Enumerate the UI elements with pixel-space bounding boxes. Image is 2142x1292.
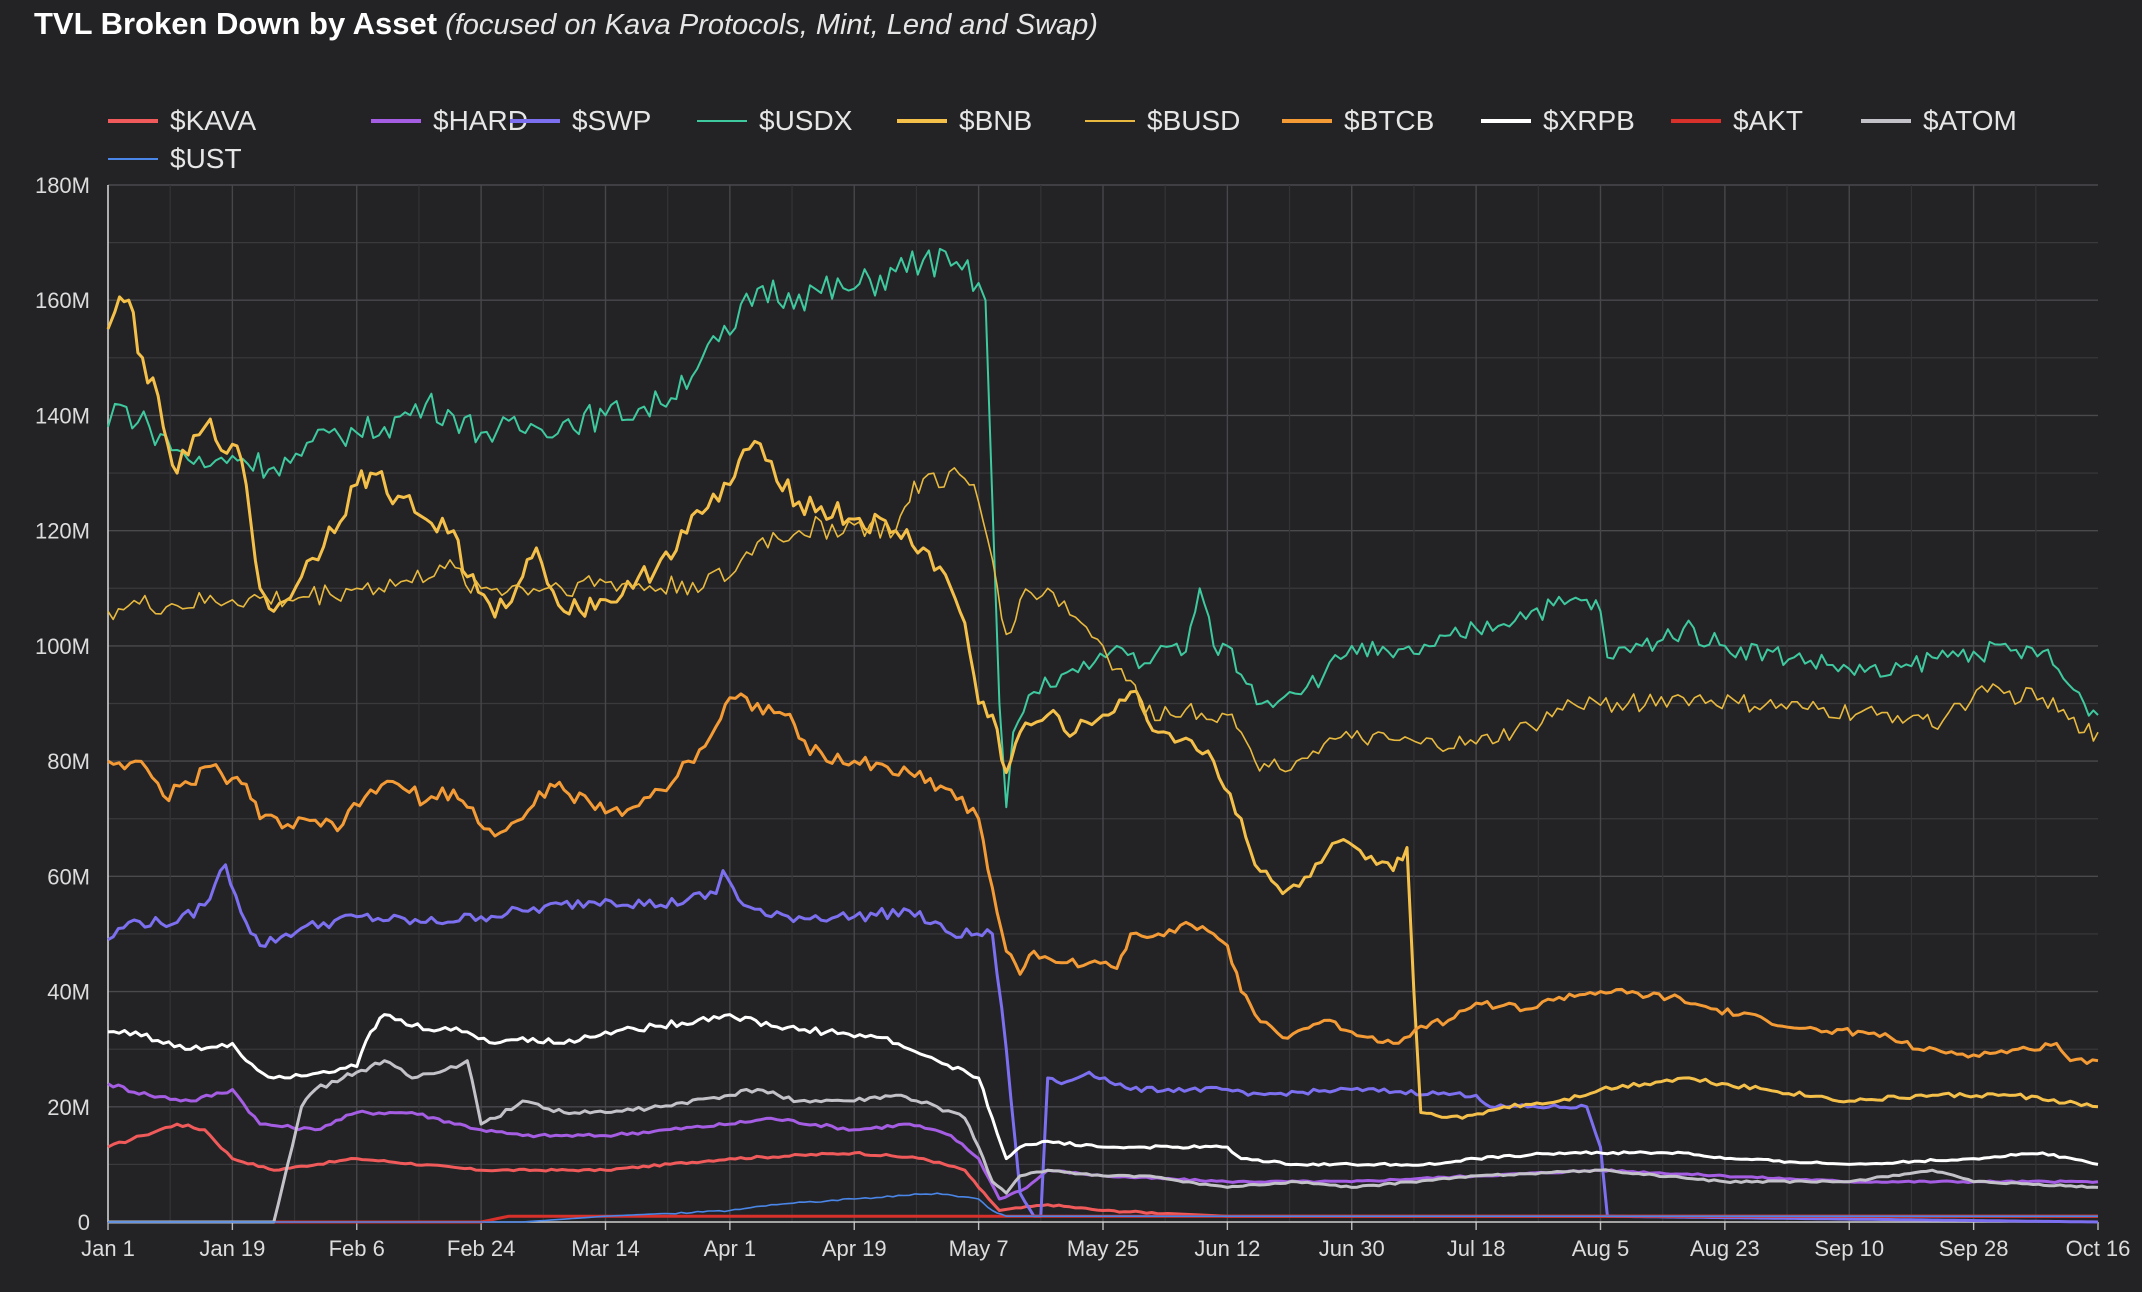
legend-label: $USDX [759,105,853,136]
legend-swatch [108,158,158,160]
series-line-xrpb [107,1013,2099,1167]
series-line-bnb [106,295,2099,1120]
x-tick-label: Jun 12 [1194,1236,1260,1261]
legend-swatch [897,119,947,123]
legend-label: $BUSD [1147,105,1241,136]
y-tick-label: 80M [47,749,90,774]
legend-swatch [108,119,158,123]
legend-item-kava[interactable]: $KAVA [108,102,256,140]
legend-item-busd[interactable]: $BUSD [1085,102,1240,140]
grid-layer [108,184,2098,1222]
x-tick-label: Jun 30 [1319,1236,1385,1261]
legend-label: $AKT [1733,105,1804,136]
x-tick-label: Sep 10 [1814,1236,1884,1261]
axis-layer: 0 20M 40M 60M 80M 100M 120M 140M 160M 180M Jan 1 Ja… [35,173,2130,1261]
y-tick-label: 60M [47,864,90,889]
x-tick-label: Apr 1 [704,1236,757,1261]
x-tick-label: Aug 5 [1572,1236,1630,1261]
series-line-busd [107,467,2099,773]
x-tick-label: Jul 18 [1447,1236,1506,1261]
x-tick-label: Feb 6 [329,1236,385,1261]
legend-label: $UST [170,143,242,174]
legend-label: $SWP [572,105,652,136]
legend-item-atom[interactable]: $ATOM [1861,102,2017,140]
chart-title: TVL Broken Down by Asset [34,6,438,41]
y-tick-label: 160M [35,288,90,313]
y-tick-label: 40M [47,980,90,1005]
legend-swatch [371,119,421,123]
legend-swatch [1282,119,1332,123]
series-line-atom [108,1059,2099,1224]
legend-swatch [1861,119,1911,123]
x-tick-label: Feb 24 [447,1236,516,1261]
x-tick-label: May 7 [949,1236,1009,1261]
x-tick-label: Aug 23 [1690,1236,1760,1261]
legend-label: $KAVA [170,105,257,136]
y-tick-label: 140M [35,403,90,428]
x-tick-label: Jan 19 [199,1236,265,1261]
chart-title-block: TVL Broken Down by Asset (focused on Kava… [34,6,1098,42]
legend-item-usdx[interactable]: $USDX [697,102,852,140]
chart-subtitle: (focused on Kava Protocols, Mint, Lend a… [445,9,1098,41]
legend-swatch [510,119,560,123]
legend-item-bnb[interactable]: $BNB [897,102,1032,140]
x-tick-label: May 25 [1067,1236,1139,1261]
legend-swatch [1481,119,1531,123]
legend-item-btcb[interactable]: $BTCB [1282,102,1434,140]
series-line-ust [108,1192,2098,1223]
x-tick-label: Jan 1 [81,1236,135,1261]
y-tick-label: 120M [35,519,90,544]
series-line-usdx [107,247,2099,809]
y-tick-label: 20M [47,1095,90,1120]
legend-swatch [1671,119,1721,123]
legend-item-xrpb[interactable]: $XRPB [1481,102,1635,140]
legend-item-ust[interactable]: $UST [108,140,242,178]
legend-item-akt[interactable]: $AKT [1671,102,1803,140]
y-tick-label: 0 [78,1210,90,1235]
series-line-btcb [107,692,2099,1065]
series-layer [106,247,2099,1224]
x-tick-label: Oct 16 [2066,1236,2131,1261]
legend-label: $BTCB [1344,105,1435,136]
x-tick-label: Apr 19 [822,1236,887,1261]
x-tick-label: Mar 14 [571,1236,639,1261]
y-tick-label: 180M [35,173,90,198]
x-tick-label: Sep 28 [1939,1236,2009,1261]
legend-label: $ATOM [1923,105,2017,136]
legend-item-swp[interactable]: $SWP [510,102,651,140]
legend-label: $BNB [959,105,1033,136]
legend-label: $XRPB [1543,105,1635,136]
series-line-swp [107,863,2099,1224]
legend-swatch [697,120,747,122]
y-tick-label: 100M [35,634,90,659]
legend-swatch [1085,120,1135,122]
